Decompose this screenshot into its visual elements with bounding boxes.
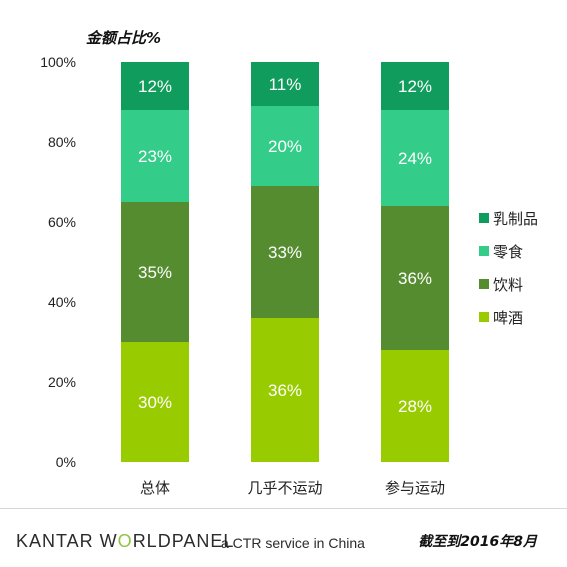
bar-segment	[251, 62, 319, 106]
bar-segment	[381, 350, 449, 462]
bar-value-label: 35%	[138, 263, 172, 282]
brand-part-1: KANTAR W	[16, 531, 118, 551]
brand-o: O	[117, 531, 133, 551]
y-tick-label: 100%	[40, 54, 76, 70]
y-tick-label: 0%	[56, 454, 76, 470]
bar-value-label: 36%	[268, 381, 302, 400]
bar-value-label: 23%	[138, 147, 172, 166]
legend-swatch	[479, 246, 489, 256]
ctr-tagline: a CTR service in China	[221, 535, 365, 551]
legend-swatch	[479, 213, 489, 223]
bar-segment	[251, 186, 319, 318]
legend-swatch	[479, 312, 489, 322]
bar-value-label: 24%	[398, 149, 432, 168]
bar-value-label: 33%	[268, 243, 302, 262]
bar-value-label: 12%	[398, 77, 432, 96]
bar-segment	[381, 110, 449, 206]
bar-segment	[121, 202, 189, 342]
footer-divider	[0, 508, 567, 509]
kantar-worldpanel-logo: KANTAR WORLDPANEL	[16, 531, 234, 552]
legend-swatch	[479, 279, 489, 289]
bar-segment	[121, 342, 189, 462]
bar-segment	[251, 106, 319, 186]
y-tick-label: 20%	[48, 374, 76, 390]
x-category-label: 参与运动	[385, 479, 445, 497]
bar-value-label: 30%	[138, 393, 172, 412]
bar-segment	[251, 318, 319, 462]
bar-value-label: 28%	[398, 397, 432, 416]
legend-label: 乳制品	[493, 210, 538, 228]
bar-value-label: 12%	[138, 77, 172, 96]
bar-segment	[381, 206, 449, 350]
y-tick-label: 80%	[48, 134, 76, 150]
legend-label: 饮料	[493, 276, 523, 294]
bar-value-label: 36%	[398, 269, 432, 288]
bar-value-label: 11%	[269, 75, 302, 94]
y-tick-label: 40%	[48, 294, 76, 310]
data-date-note: 截至到2016年8月	[418, 534, 537, 550]
y-axis-title: 金额占比%	[86, 29, 162, 47]
brand-part-2: RLDPANEL	[132, 531, 235, 551]
bar-segment	[381, 62, 449, 110]
legend-label: 零食	[493, 243, 523, 261]
bar-value-label: 20%	[268, 137, 302, 156]
bar-segment	[121, 62, 189, 110]
legend-label: 啤酒	[493, 309, 523, 327]
x-category-label: 总体	[140, 479, 170, 497]
y-tick-label: 60%	[48, 214, 76, 230]
bar-segment	[121, 110, 189, 202]
x-category-label: 几乎不运动	[247, 479, 322, 497]
stacked-bar-chart: 0% 20% 40% 60% 80% 100% 30% 35% 23% 12% 总体 36% 33% 20…	[40, 54, 538, 497]
